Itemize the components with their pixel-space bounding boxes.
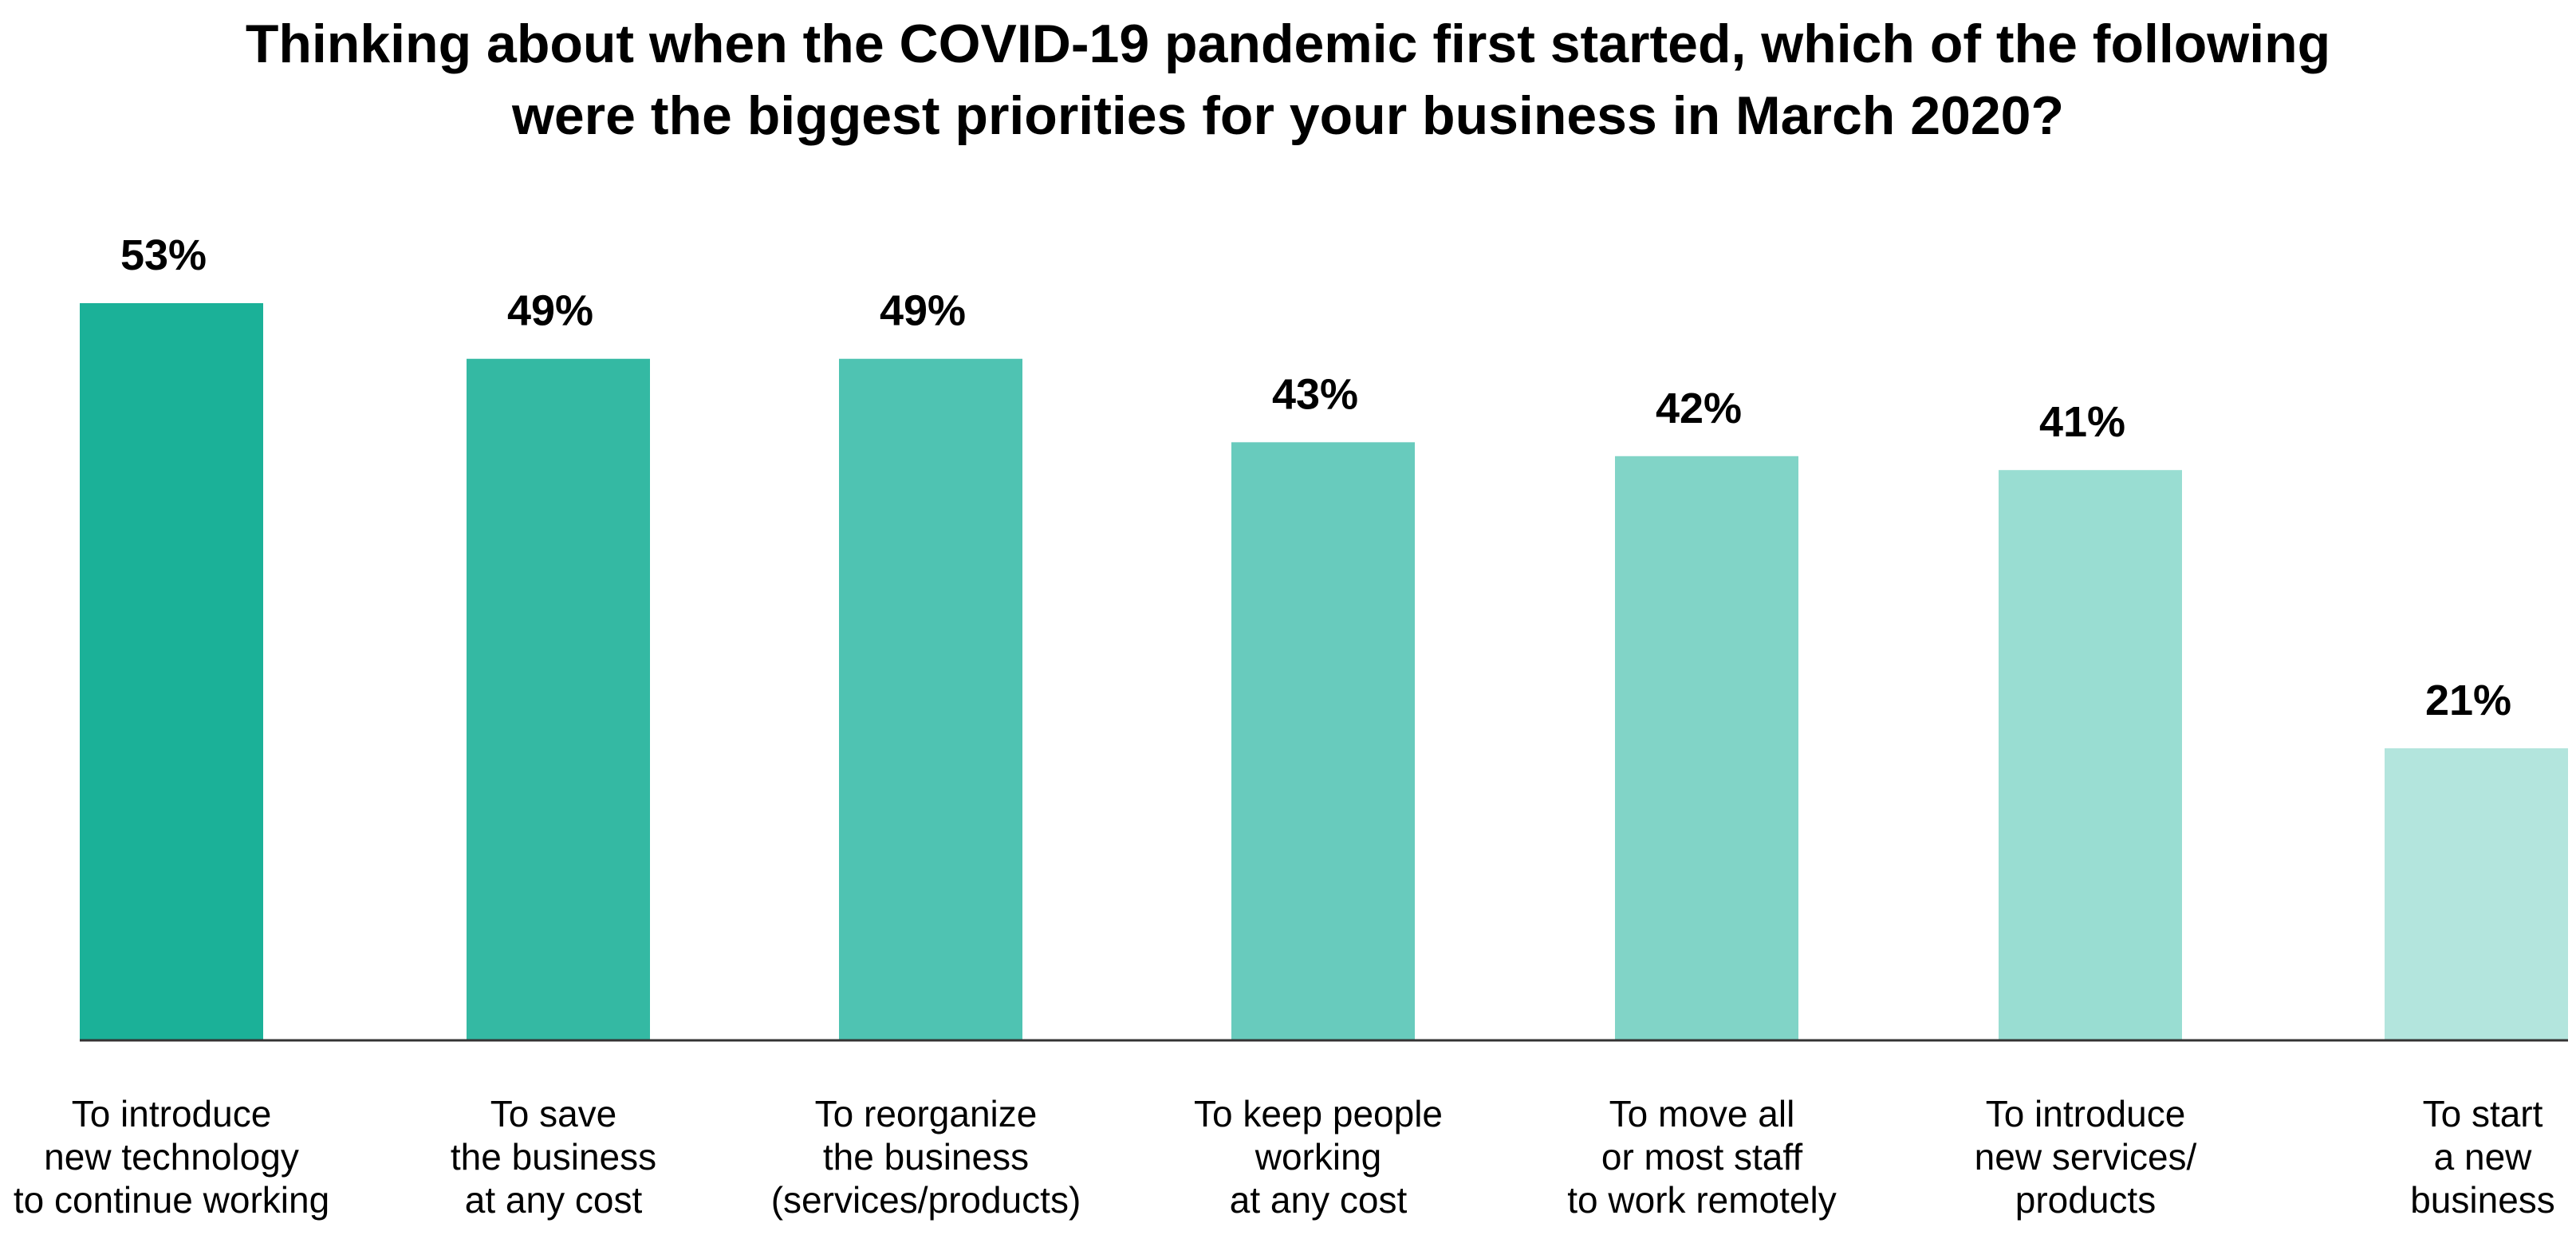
category-label-4-line-3: at any cost (1230, 1179, 1408, 1221)
category-label-7-line-3: business (2410, 1179, 2555, 1221)
category-label-2-line-1: To save (490, 1093, 617, 1134)
category-label-6-line-3: products (2015, 1179, 2156, 1221)
category-label-3-line-3: (services/products) (771, 1179, 1081, 1221)
value-label-7: 21% (2425, 677, 2511, 724)
chart-title-line-1: Thinking about when the COVID-19 pandemi… (245, 14, 2331, 74)
bar-4 (1231, 442, 1415, 1040)
value-label-3: 49% (880, 287, 966, 335)
value-label-2: 49% (507, 287, 593, 335)
category-label-5-line-1: To move all (1609, 1093, 1795, 1134)
bar-1 (80, 303, 263, 1040)
value-label-5: 42% (1656, 385, 1742, 432)
category-label-1-line-3: to continue working (14, 1179, 329, 1221)
bar-7 (2385, 748, 2568, 1040)
bar-6 (1999, 470, 2182, 1040)
category-label-3-line-2: the business (823, 1136, 1029, 1178)
chart-title-line-2: were the biggest priorities for your bus… (511, 85, 2065, 146)
category-label-4-line-1: To keep people (1194, 1093, 1443, 1134)
category-label-6-line-1: To introduce (1986, 1093, 2186, 1134)
category-label-2-line-2: the business (451, 1136, 656, 1178)
bar-5 (1615, 456, 1798, 1040)
bar-2 (467, 358, 650, 1040)
category-label-4-line-2: working (1255, 1136, 1382, 1178)
category-label-5-line-3: to work remotely (1567, 1179, 1836, 1221)
category-label-1-line-1: To introduce (72, 1093, 272, 1134)
value-label-6: 41% (2039, 398, 2125, 446)
bar-3 (839, 358, 1022, 1040)
category-label-1-line-2: new technology (44, 1136, 299, 1178)
category-label-5-line-2: or most staff (1601, 1136, 1802, 1178)
value-label-1: 53% (120, 231, 207, 279)
chart-title: Thinking about when the COVID-19 pandemi… (0, 8, 2576, 152)
bars-layer (80, 303, 2568, 1040)
value-label-4: 43% (1272, 370, 1358, 418)
category-label-7-line-2: a new (2434, 1136, 2533, 1178)
category-label-7-line-1: To start (2423, 1093, 2543, 1134)
category-label-6-line-2: new services/ (1975, 1136, 2197, 1178)
category-label-2-line-3: at any cost (465, 1179, 643, 1221)
category-label-3-line-1: To reorganize (815, 1093, 1038, 1134)
